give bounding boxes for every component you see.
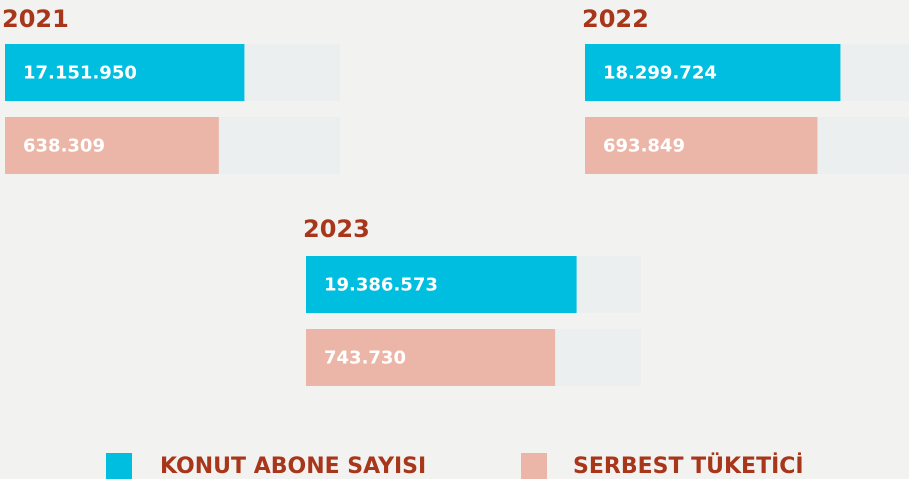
group-title: 2022: [582, 5, 649, 33]
legend-label: SERBEST TÜKETİCİ: [573, 453, 804, 479]
value-label: 693.849: [603, 136, 685, 157]
value-label: 17.151.950: [23, 63, 137, 84]
bar: [306, 256, 577, 313]
bar: [585, 117, 818, 174]
bar: [5, 117, 219, 174]
value-label: 743.730: [324, 348, 406, 369]
value-label: 18.299.724: [603, 63, 717, 84]
bar: [306, 329, 556, 386]
legend-label: KONUT ABONE SAYISI: [160, 454, 426, 479]
value-label: 19.386.573: [324, 275, 438, 296]
group-title: 2021: [2, 5, 69, 33]
bar: [5, 44, 245, 101]
group-title: 2023: [303, 215, 370, 243]
legend-swatch: [106, 453, 132, 479]
value-label: 638.309: [23, 136, 105, 157]
bar: [585, 44, 841, 101]
legend-swatch: [521, 453, 547, 479]
